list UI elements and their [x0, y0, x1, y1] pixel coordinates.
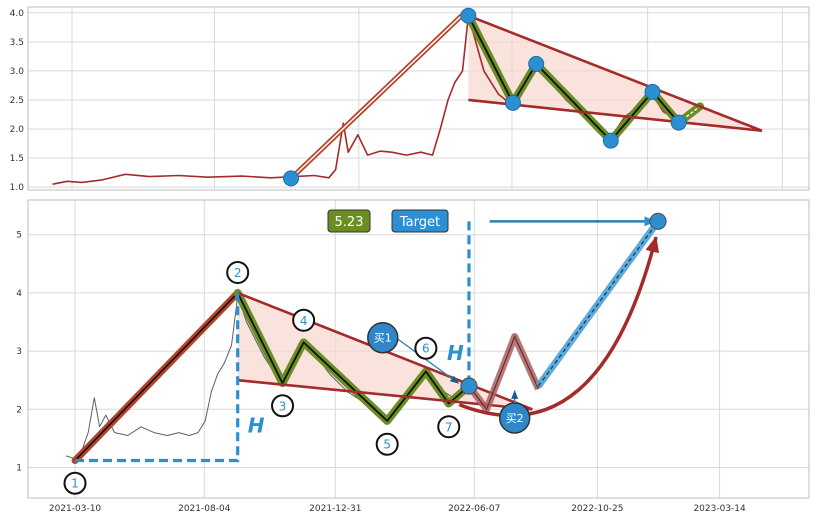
point-marker-circle	[271, 394, 295, 418]
buy-marker-label: 买1	[374, 332, 392, 345]
top-ytick-label: 2.0	[10, 125, 25, 135]
top-impulse-inner	[290, 15, 463, 179]
bottom-projection-inner	[468, 334, 539, 411]
buy1-pointer	[396, 337, 460, 384]
bottom-zigzag-black	[236, 292, 470, 422]
buy-marker-label: 买2	[506, 412, 524, 425]
point-marker-circle	[63, 471, 87, 495]
top-ytick-label: 3.0	[10, 67, 25, 77]
point-marker-circle	[414, 336, 438, 360]
bottom-ytick-label: 5	[16, 231, 22, 241]
bottom-xtick-label: 2021-03-10	[49, 504, 102, 514]
target-value-box	[327, 209, 371, 233]
bottom-key-marker	[649, 212, 667, 230]
top-pivot-marker	[504, 94, 521, 111]
target-value-label: 5.23	[335, 215, 364, 230]
point-marker-circle	[375, 432, 399, 456]
top-pivot-marker	[644, 83, 661, 100]
point-marker-circle	[437, 415, 461, 439]
point-marker-circle	[292, 308, 316, 332]
buy-marker	[367, 321, 399, 354]
bottom-panel: 1 2 3 4 5 2021-03-10 2021-08-04 2021-12-31 2022-…	[16, 199, 810, 514]
point-marker-label: 7	[445, 420, 453, 434]
bottom-xtick-label: 2022-06-07	[448, 504, 500, 514]
top-pivot-marker	[670, 114, 687, 131]
bottom-xtick-label: 2021-12-31	[309, 504, 361, 514]
bottom-ytick-label: 1	[16, 464, 22, 474]
point-marker-label: 3	[279, 399, 287, 413]
top-zigzag-dash	[678, 105, 701, 124]
height-label-2: H	[447, 341, 464, 365]
top-ytick-label: 4.0	[10, 9, 25, 19]
bottom-impulse-inner	[74, 292, 239, 462]
point-marker-circle	[226, 261, 250, 285]
bottom-height-dash-1	[75, 292, 240, 463]
top-pivot-marker	[602, 132, 619, 149]
point-marker-label: 4	[300, 314, 308, 328]
top-ytick-label: 1.5	[10, 154, 24, 164]
bottom-target-dash	[537, 220, 659, 387]
top-pivot-marker	[528, 55, 545, 72]
point-marker-label: 5	[383, 438, 391, 452]
bottom-ytick-label: 3	[16, 347, 22, 357]
point-marker-label: 2	[234, 266, 242, 280]
bottom-frame	[27, 199, 810, 499]
bottom-xtick-label: 2021-08-04	[178, 504, 231, 514]
point-marker-label: 6	[422, 342, 430, 356]
top-pivot-marker	[283, 170, 300, 187]
bottom-ytick-label: 2	[16, 405, 22, 415]
top-pivot-marker	[460, 7, 477, 24]
bottom-xtick-label: 2023-03-14	[693, 504, 746, 514]
target-label: Target	[399, 215, 440, 230]
bottom-xtick-label: 2022-10-25	[571, 504, 623, 514]
top-panel: 1.0 1.5 2.0 2.5 3.0 3.5 4.0	[10, 6, 810, 193]
target-label-box	[391, 209, 449, 233]
point-marker-label: 1	[71, 477, 79, 491]
top-ytick-label: 1.0	[10, 183, 25, 193]
bottom-ytick-label: 4	[16, 289, 22, 299]
height-label-1: H	[248, 414, 265, 438]
top-frame	[27, 6, 810, 191]
top-ytick-label: 3.5	[10, 38, 24, 48]
top-ytick-label: 2.5	[10, 96, 24, 106]
bottom-key-marker	[460, 377, 478, 395]
top-upper-trendline	[467, 14, 763, 132]
bottom-curve-arrow	[458, 236, 660, 418]
